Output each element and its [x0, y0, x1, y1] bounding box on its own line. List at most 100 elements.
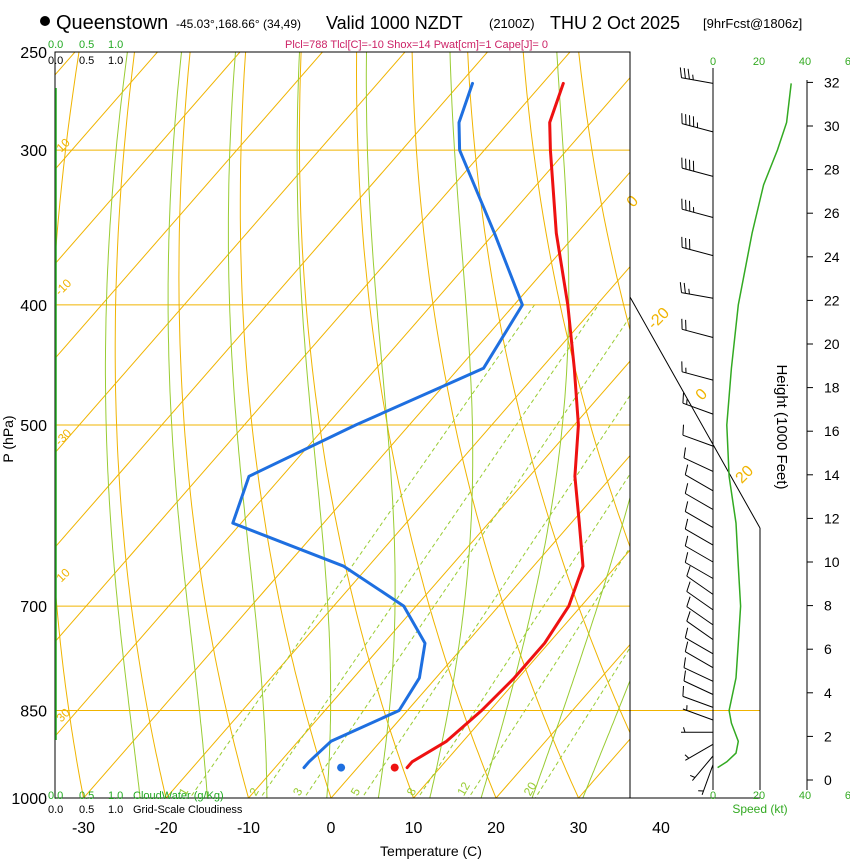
wind-barb: [681, 198, 714, 218]
top-cloudwater-tick: 0.0: [48, 39, 63, 51]
wind-barb: [684, 627, 714, 655]
mixing-ratio-line: [189, 304, 535, 798]
speed-tick-label: 60: [845, 56, 850, 68]
zulu-time: (2100Z): [489, 16, 535, 31]
top-cloudwater-tick: 1.0: [108, 39, 123, 51]
bottom-cloudwater-tick: 1.0: [108, 790, 123, 802]
isotherm-label: 0: [624, 193, 642, 211]
mixing-ratio-lines: [189, 304, 630, 798]
height-tick-label: 24: [824, 249, 840, 265]
speed-tick-label: 0: [710, 790, 716, 802]
speed-axis-label: Speed (kt): [732, 802, 787, 816]
isotherm-line: [247, 360, 630, 798]
dewpoint-profile: [231, 81, 524, 770]
moist-adiabat-line: [480, 52, 570, 798]
dry-adiabat-line: [578, 52, 630, 332]
moist-adiabat-line: [227, 52, 268, 798]
height-tick-label: 12: [824, 510, 840, 526]
bottom-cloudiness-tick: 0.5: [79, 804, 94, 816]
wind-panel: [629, 52, 808, 799]
dry-adiabat-lines: [55, 52, 630, 798]
station-name: Queenstown: [56, 12, 168, 34]
isotherm-line: [55, 52, 159, 171]
station-dot-icon: [40, 16, 50, 26]
moist-adiabat-line: [296, 52, 332, 798]
surface-temperature-marker: [390, 763, 399, 772]
isotherm-line: [55, 76, 630, 737]
height-tick-label: 22: [824, 292, 840, 308]
speed-tick-label: 20: [753, 56, 765, 68]
moist-adiabat-line: [531, 495, 630, 798]
isotherm-line: [330, 454, 630, 798]
wind-barb: [689, 755, 714, 781]
pressure-tick-labels: 250 300 400 500 700 850 1000: [11, 45, 47, 808]
height-tick-label: 0: [824, 772, 832, 788]
wind-barb: [681, 113, 714, 133]
height-tick-label: 28: [824, 162, 840, 178]
moist-adiabat-line: [365, 52, 396, 798]
moist-adiabat-line: [429, 52, 474, 798]
wind-barbs: [679, 67, 714, 795]
temperature-profile: [405, 81, 585, 770]
mixing-ratio-labels: 1 2 3 5 8 12 20: [176, 779, 540, 798]
temperature-tick-label: 10: [405, 820, 423, 837]
wind-barb: [682, 685, 714, 708]
wind-barb: [684, 483, 714, 510]
wind-barb: [684, 743, 714, 761]
mixing-ratio-label: 8: [404, 785, 420, 798]
speed-tick-labels: 00202040406060: [710, 56, 850, 802]
x-axis-label: Temperature (C): [380, 843, 482, 859]
top-cloudwater-tick: 0.5: [79, 39, 94, 51]
wind-barb: [686, 565, 714, 595]
temperature-tick-label: -20: [154, 820, 177, 837]
tropopause-boundary: [629, 296, 761, 529]
bottom-cloudiness-tick: 1.0: [108, 804, 123, 816]
moist-adiabat-line: [582, 679, 630, 798]
bottom-cloud-scale: 0.0 0.5 1.0 CloudWater (g/Kg) 0.0 0.5 1.…: [48, 790, 243, 816]
mixing-ratio-line: [361, 394, 630, 798]
forecast-run: [9hrFcst@1806z]: [703, 16, 802, 31]
wind-barb: [681, 157, 714, 177]
height-tick-label: 4: [824, 685, 832, 701]
isotherm-line: [55, 52, 324, 360]
wind-barb: [683, 670, 714, 695]
speed-tick-label: 60: [845, 790, 850, 802]
height-tick-label: 14: [824, 467, 840, 483]
height-tick-label: 32: [824, 74, 840, 90]
bottom-cloudiness-tick: 0.0: [48, 804, 63, 816]
wind-barb: [681, 727, 713, 733]
height-tick-label: 30: [824, 118, 840, 134]
height-tick-label: 8: [824, 598, 832, 614]
mixing-ratio-label: 2: [246, 785, 262, 798]
height-tick-label: 20: [824, 336, 840, 352]
isotherm-line: [55, 52, 489, 549]
mixing-ratio-label: 12: [454, 779, 473, 798]
wind-barb: [684, 518, 714, 546]
wind-barb: [682, 705, 714, 721]
bottom-cloudwater-tick: 0.5: [79, 790, 94, 802]
temperature-tick-label: -10: [237, 820, 260, 837]
temperature-tick-label: -30: [72, 820, 95, 837]
wind-barb: [679, 282, 714, 299]
speed-tick-label: 40: [799, 56, 811, 68]
mixing-ratio-label: 20: [521, 779, 540, 798]
wind-barb: [686, 611, 714, 641]
isobar-lines: [55, 51, 760, 799]
height-tick-label: 10: [824, 554, 840, 570]
speed-tick-label: 0: [710, 56, 716, 68]
wind-barb: [686, 581, 714, 611]
dry-adiabat-line: [114, 52, 167, 798]
temperature-tick-label: 40: [652, 820, 670, 837]
isotherm-label: 20: [733, 462, 758, 487]
wind-barb: [684, 552, 714, 579]
dry-adiabat-line: [522, 52, 630, 549]
temperature-tick-labels: -30 -20 -10 0 10 20 30 40: [72, 820, 670, 837]
wind-barb: [681, 236, 714, 257]
speed-tick-label: 40: [799, 790, 811, 802]
height-tick-label: 2: [824, 728, 832, 744]
height-axis-label: Height (1000 Feet): [773, 364, 790, 489]
height-tick-label: 16: [824, 423, 840, 439]
